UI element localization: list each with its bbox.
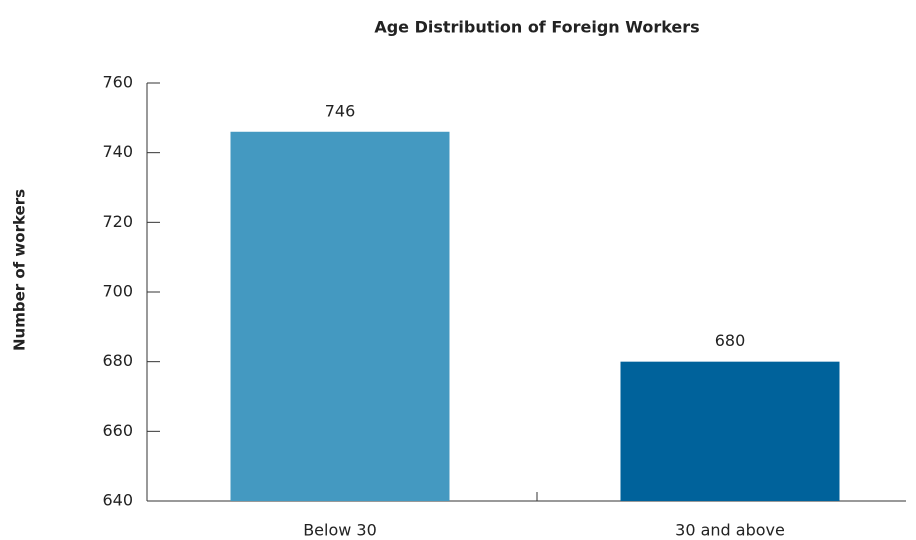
y-axis-title: Number of workers	[11, 189, 29, 351]
y-tick-label: 740	[102, 142, 133, 161]
chart-title: Age Distribution of Foreign Workers	[374, 18, 699, 37]
y-tick-label: 760	[102, 73, 133, 92]
x-tick-label: 30 and above	[675, 521, 785, 540]
y-tick-label: 660	[102, 421, 133, 440]
x-tick-label: Below 30	[303, 521, 377, 540]
y-tick-label: 700	[102, 282, 133, 301]
y-tick-label: 640	[102, 491, 133, 510]
data-label: 680	[715, 331, 746, 350]
bar	[620, 361, 840, 501]
data-label: 746	[325, 101, 356, 120]
y-tick-label: 680	[102, 351, 133, 370]
y-tick-label: 720	[102, 212, 133, 231]
bar	[230, 131, 450, 501]
